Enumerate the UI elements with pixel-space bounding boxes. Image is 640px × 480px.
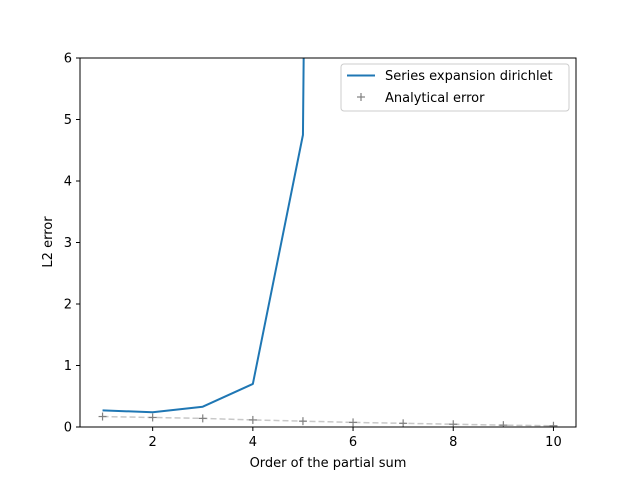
x-axis-label: Order of the partial sum — [250, 456, 407, 471]
x-tick-label: 4 — [249, 435, 257, 450]
data-point-analytical-error — [399, 419, 408, 427]
y-tick-label: 3 — [64, 236, 72, 251]
plot-content — [98, 58, 558, 427]
data-point-analytical-error — [248, 415, 257, 424]
legend-label-analytical-error: Analytical error — [385, 91, 485, 106]
x-axis-ticks: 2 4 6 8 10 — [149, 427, 562, 450]
data-point-analytical-error — [499, 421, 508, 427]
x-tick-label: 10 — [545, 435, 562, 450]
y-tick-label: 4 — [64, 175, 72, 190]
data-point-analytical-error — [549, 421, 558, 427]
x-tick-label: 2 — [149, 435, 157, 450]
y-tick-label: 1 — [64, 359, 72, 374]
legend-frame — [340, 63, 570, 112]
legend-plus-marker — [357, 93, 365, 101]
legend-marker-analytical-error — [357, 93, 365, 101]
x-tick-label: 6 — [349, 435, 357, 450]
series-line-series-expansion — [102, 58, 305, 414]
data-point-analytical-error — [98, 412, 107, 421]
data-point-analytical-error — [349, 418, 358, 427]
y-tick-label: 0 — [64, 421, 72, 436]
legend: Series expansion dirichlet Analytical er… — [340, 63, 570, 112]
series-line-analytical-error — [102, 415, 554, 427]
y-tick-label: 2 — [64, 298, 72, 313]
y-axis-label: L2 error — [41, 216, 56, 268]
x-tick-label: 8 — [449, 435, 457, 450]
data-point-analytical-error — [298, 417, 307, 426]
y-axis-ticks: 0 1 2 3 4 5 6 — [64, 52, 80, 436]
y-tick-label: 5 — [64, 113, 72, 128]
data-point-analytical-error — [198, 414, 207, 423]
legend-label-series-expansion: Series expansion dirichlet — [385, 69, 553, 84]
data-point-analytical-error — [148, 413, 157, 422]
y-tick-label: 6 — [64, 52, 72, 67]
